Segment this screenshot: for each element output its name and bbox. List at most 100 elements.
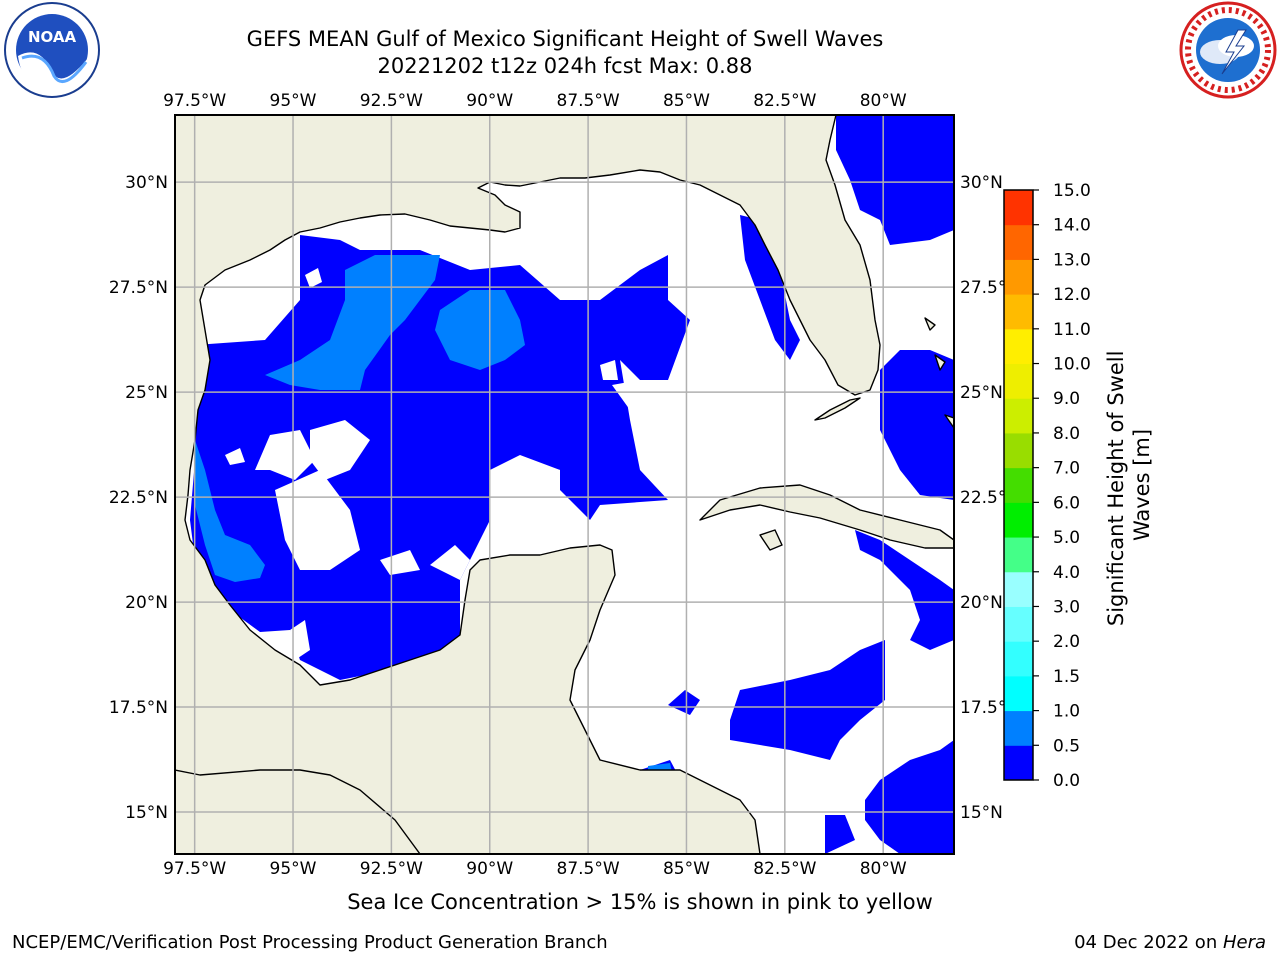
lat-tick-left: 27.5°N [109,278,168,298]
lon-tick-bottom: 87.5°W [557,859,620,879]
lon-tick-top: 90°W [466,91,513,111]
land-isle-of-youth [759,529,783,551]
colorbar-tick-label: 10.0 [1053,355,1091,375]
footer-date-text: 04 Dec 2022 on [1074,932,1223,953]
colorbar-tick-label: 3.0 [1053,597,1080,617]
colorbar-segment [1004,467,1033,503]
colorbar-tick-label: 5.0 [1053,528,1080,548]
colorbar-tick-label: 1.5 [1053,667,1080,687]
footer-host: Hera [1222,932,1266,953]
colorbar-segment [1004,571,1033,607]
lat-tick-left: 15°N [125,803,168,823]
title-line-2: 20221202 t12z 024h fcst Max: 0.88 [377,54,753,78]
lon-tick-bottom: 95°W [270,859,317,879]
lon-tick-top: 87.5°W [557,91,620,111]
noaa-logo: NOAA [4,2,100,98]
swell-region-tiny [668,690,700,715]
lat-tick-left: 17.5°N [109,698,168,718]
graticule [175,115,954,854]
colorbar-tick-label: 12.0 [1053,285,1091,305]
colorbar-segment [1004,259,1033,295]
swell-region-central [435,290,525,370]
lon-labels-bottom: 97.5°W 95°W 92.5°W 90°W 87.5°W 85°W 82.5°W 80°W [163,859,907,879]
colorbar-segment [1004,190,1033,226]
colorbar-segment [1004,675,1033,712]
colorbar-label-line-1: Significant Height of Swell [1104,351,1128,627]
lon-tick-top: 95°W [270,91,317,111]
colorbar-segment [1004,224,1033,260]
land-north-central-america [175,115,881,854]
colorbar-tick-label: 7.0 [1053,459,1080,479]
noaa-logo-text: NOAA [28,28,77,46]
land-bahamas-3 [944,414,954,429]
colorbar-tick-label: 2.0 [1053,632,1080,652]
swell-region-caribbean-east [865,740,954,854]
lat-tick-right: 20°N [960,593,1003,613]
swell-region-caribbean-central [730,640,885,760]
colorbar-ticks: 0.0 0.5 1.0 1.5 2.0 3.0 4.0 5.0 6.0 7.0 8.0 9.0 10.0… [1033,181,1091,791]
lon-tick-top: 97.5°W [163,91,226,111]
swell-region-small [825,815,855,854]
lat-tick-left: 20°N [125,593,168,613]
lon-tick-bottom: 97.5°W [163,859,226,879]
colorbar-tick-label: 6.0 [1053,493,1080,513]
colorbar-segment [1004,606,1033,642]
lat-tick-left: 22.5°N [109,488,168,508]
nws-logo [1179,1,1277,99]
lon-tick-bottom: 80°W [860,859,907,879]
map-area [175,115,954,854]
swell-field-holes [225,255,650,660]
colorbar-segment [1004,745,1033,781]
colorbar-segment [1004,294,1033,330]
colorbar-tick-label: 0.5 [1053,736,1080,756]
lat-tick-right: 30°N [960,173,1003,193]
lat-tick-right: 15°N [960,803,1003,823]
footer-date: 04 Dec 2022 on Hera [1074,932,1266,953]
colorbar-tick-label: 4.0 [1053,563,1080,583]
colorbar-tick-label: 13.0 [1053,250,1091,270]
lat-tick-left: 30°N [125,173,168,193]
colorbar-segment [1004,502,1033,538]
colorbar-segment [1004,363,1033,399]
colorbar-segment [1004,710,1033,746]
lon-labels-top: 97.5°W 95°W 92.5°W 90°W 87.5°W 85°W 82.5°W 80°W [163,91,907,111]
swell-region-mexico-coast [195,440,265,582]
lon-tick-bottom: 92.5°W [360,859,423,879]
colorbar-tick-label: 8.0 [1053,424,1080,444]
sea-ice-note: Sea Ice Concentration > 15% is shown in … [347,890,933,914]
colorbar-tick-label: 14.0 [1053,216,1091,236]
colorbar-tick-label: 9.0 [1053,389,1080,409]
swell-region-west-central [265,255,440,390]
swell-region-bahamas [880,350,954,500]
title-line-1: GEFS MEAN Gulf of Mexico Significant Hei… [246,27,884,51]
colorbar-segment [1004,328,1033,365]
lon-tick-bottom: 85°W [663,859,710,879]
colorbar [1004,190,1033,781]
land-florida-keys [814,397,861,421]
lon-tick-bottom: 90°W [466,859,513,879]
lat-labels-left: 30°N 27.5°N 25°N 22.5°N 20°N 17.5°N 15°N [109,173,168,823]
colorbar-tick-label: 1.0 [1053,702,1080,722]
colorbar-segment [1004,641,1033,677]
land-bahamas-2 [934,354,946,371]
colorbar-tick-label: 15.0 [1053,181,1091,201]
map-frame [174,114,955,855]
colorbar-segment [1004,432,1033,469]
colorbar-label-line-2: Waves [m] [1130,429,1154,541]
footer-credit: NCEP/EMC/Verification Post Processing Pr… [12,932,608,953]
colorbar-tick-label: 11.0 [1053,320,1091,340]
lat-tick-right: 25°N [960,383,1003,403]
lon-tick-top: 82.5°W [753,91,816,111]
colorbar-segment [1004,537,1033,573]
colorbar-label: Significant Height of Swell Waves [m] [1104,344,1154,626]
lon-tick-bottom: 82.5°W [753,859,816,879]
lon-tick-top: 92.5°W [360,91,423,111]
swell-region-atlantic [836,115,954,245]
land-masses [175,115,954,854]
colorbar-frame [1003,189,1034,781]
colorbar-segment [1004,398,1033,434]
lon-tick-top: 85°W [663,91,710,111]
colorbar-tick-label: 0.0 [1053,771,1080,791]
lon-tick-top: 80°W [860,91,907,111]
